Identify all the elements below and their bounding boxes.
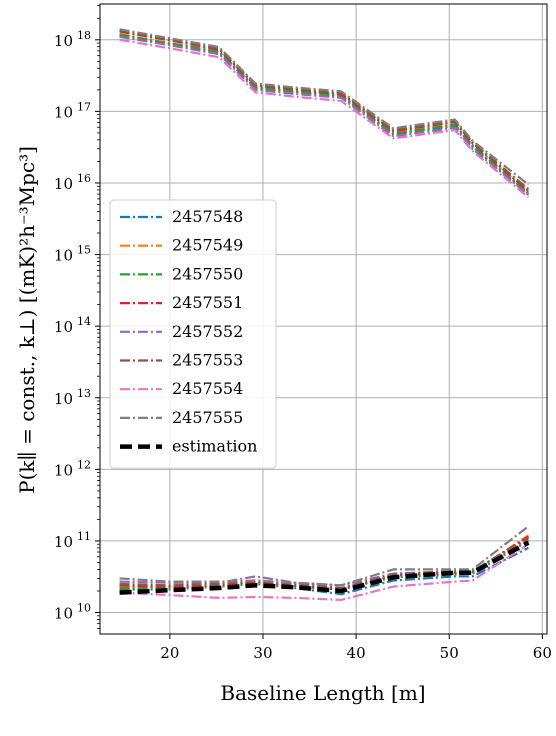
legend-box [109,199,277,469]
y-tick-exponent: 16 [77,172,91,185]
y-tick-base: 10 [54,32,73,50]
series-lines [119,28,530,602]
y-tick-exponent: 13 [77,387,91,400]
series-line-lower-2457554 [119,543,529,602]
plot-frame [99,3,548,635]
legend-label: 2457548 [172,207,243,226]
y-axis-ticks: 10 10 10 11 10 12 10 13 10 14 10 15 10 16 10 17 10 18 [54,5,100,629]
y-tick-exponent: 17 [77,100,91,113]
y-tick-label: 10 [54,461,73,479]
legend-label: 2457553 [172,351,243,370]
legend-label: 2457554 [172,379,243,398]
legend-label: 2457551 [172,293,243,312]
series-line-upper-2457554 [119,38,530,199]
y-tick-base: 10 [54,390,73,408]
y-tick-label: 10 [54,533,73,551]
series-line-lower-estimation [119,540,530,595]
y-tick-base: 10 [54,247,73,265]
legend-label: 2457552 [172,322,243,341]
y-tick-base: 10 [54,533,73,551]
y-tick-base: 10 [54,318,73,336]
series-line-upper-2457555 [119,28,530,186]
legend-label: 2457555 [172,408,243,427]
series-line-upper-2457553 [119,29,530,190]
x-tick-label: 30 [253,644,272,662]
y-tick-base: 10 [54,103,73,121]
series-line-upper-2457552 [119,35,530,196]
series-line-upper-2457549 [119,33,530,193]
x-tick-label: 50 [440,644,459,662]
x-tick-label: 60 [533,644,552,662]
x-tick-label: 20 [160,644,179,662]
y-tick-exponent: 12 [77,458,91,471]
y-tick-label: 10 [54,247,73,265]
legend-label: 2457550 [172,264,243,283]
y-tick-label: 10 [54,390,73,408]
y-tick-label: 10 [54,175,73,193]
y-axis-label: P(k∥ = const., k⊥) [(mK)²h⁻³Mpc³] [15,146,39,494]
x-tick-label: 40 [347,644,366,662]
series-line-lower-2457555 [119,525,530,587]
legend: 2457548 2457549 2457550 2457551 2457552 24575… [109,199,277,469]
y-tick-base: 10 [54,175,73,193]
y-tick-exponent: 15 [77,244,91,257]
y-tick-label: 10 [54,318,73,336]
y-tick-base: 10 [54,605,73,623]
legend-label: 2457549 [172,236,243,255]
x-axis-label: Baseline Length [m] [220,681,425,705]
y-tick-exponent: 18 [77,29,91,42]
y-tick-label: 10 [54,32,73,50]
y-tick-label: 10 [54,605,73,623]
series-line-lower-2457552 [119,538,529,587]
series-line-upper-2457548 [119,34,530,195]
y-tick-exponent: 14 [77,315,91,328]
y-tick-exponent: 10 [77,602,91,615]
y-tick-label: 10 [54,103,73,121]
legend-label: estimation [172,437,257,456]
y-tick-base: 10 [54,461,73,479]
x-axis-ticks: 20 30 40 50 60 [160,634,552,662]
y-tick-exponent: 11 [77,530,91,543]
series-line-upper-2457550 [119,33,530,195]
